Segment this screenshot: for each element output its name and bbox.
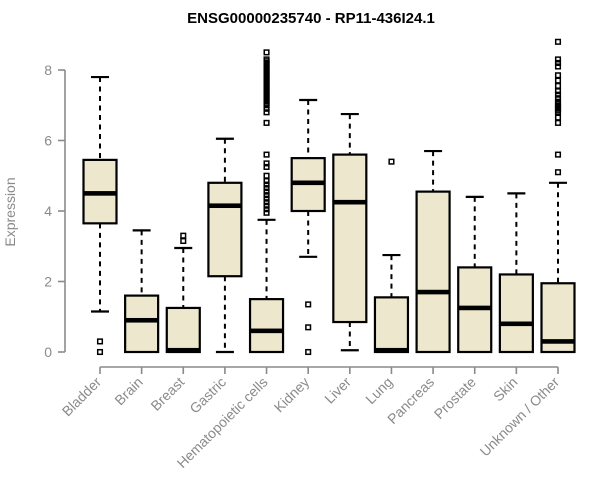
median-line: [250, 328, 284, 334]
outlier-point: [263, 185, 270, 192]
median-line: [458, 305, 492, 311]
y-tick-label: 6: [44, 133, 52, 149]
boxplot-skin: [498, 192, 534, 354]
outlier-point: [263, 151, 270, 158]
outlier-point: [554, 82, 562, 89]
boxplot-kidney: [290, 98, 326, 356]
outlier-point: [305, 324, 312, 331]
outlier-point: [263, 199, 270, 206]
median-line: [83, 191, 117, 196]
outlier-point: [263, 202, 270, 209]
outlier-point: [388, 158, 395, 165]
median-line: [499, 321, 533, 327]
boxplot-bladder: [82, 75, 118, 356]
median-line: [374, 347, 408, 353]
outlier-point: [554, 88, 562, 95]
median-line: [208, 203, 242, 209]
outlier-point: [554, 59, 562, 67]
boxplot-gastric: [207, 137, 243, 354]
iqr-box: [207, 181, 243, 278]
outlier-point: [554, 119, 562, 126]
outlier-point: [305, 348, 312, 356]
outlier-point: [554, 77, 562, 84]
iqr-box: [332, 153, 368, 324]
boxplot-pancreas: [415, 149, 451, 354]
x-axis-category-label: Brain: [111, 374, 145, 408]
median-line: [166, 347, 200, 353]
y-tick-label: 0: [44, 344, 52, 360]
boxplot-brain: [124, 229, 160, 354]
outlier-point: [96, 338, 104, 345]
chart-title: ENSG00000235740 - RP11-436I24.1: [187, 10, 435, 27]
outlier-point: [263, 160, 270, 167]
outlier-point: [263, 49, 270, 56]
median-line: [541, 339, 575, 344]
boxplot-breast: [165, 232, 201, 354]
outlier-point: [180, 237, 187, 245]
outlier-point: [263, 188, 270, 195]
outlier-point: [263, 119, 270, 126]
outlier-point: [263, 102, 270, 109]
outlier-point: [554, 56, 562, 63]
boxplot-unknown-other: [540, 38, 576, 354]
boxplot-lung: [373, 158, 410, 354]
median-line: [333, 199, 367, 205]
median-line: [291, 180, 325, 186]
iqr-box: [498, 273, 534, 354]
outlier-point: [554, 91, 562, 98]
iqr-box: [415, 190, 451, 354]
outlier-point: [263, 192, 270, 199]
x-axis-category-label: Kidney: [271, 374, 313, 416]
x-axis-category-label: Prostate: [431, 374, 479, 422]
x-axis-category-label: Bladder: [59, 374, 105, 420]
boxplot-prostate: [457, 195, 493, 354]
outlier-point: [554, 151, 562, 158]
x-axis-category-label: Unknown / Other: [477, 374, 563, 460]
x-axis-category-label: Liver: [321, 374, 354, 407]
iqr-box: [248, 298, 285, 354]
y-tick-label: 4: [44, 203, 52, 219]
outlier-point: [554, 169, 562, 176]
boxplot-series: [82, 38, 576, 356]
outlier-point: [180, 232, 187, 239]
x-axis-category-label: Skin: [490, 374, 521, 405]
outlier-point: [263, 209, 270, 216]
outlier-point: [554, 38, 562, 45]
y-tick-label: 8: [44, 62, 52, 78]
y-tick-label: 2: [44, 274, 52, 290]
outlier-point: [263, 109, 270, 116]
median-line: [416, 289, 450, 295]
y-axis-title: Expression: [2, 177, 18, 246]
outlier-point: [263, 206, 270, 213]
x-axis-category-label: Breast: [147, 374, 187, 414]
x-axis-category-label: Lung: [362, 374, 395, 407]
boxplot-liver: [332, 112, 368, 352]
iqr-box: [373, 296, 410, 354]
outlier-point: [554, 63, 562, 70]
outlier-point: [263, 105, 270, 112]
iqr-box: [124, 294, 160, 354]
median-line: [125, 317, 159, 323]
boxplot-hematopoietic-cells: [248, 49, 285, 354]
outlier-point: [554, 114, 562, 121]
outlier-point: [263, 195, 270, 202]
outlier-point: [263, 163, 270, 170]
outlier-point: [263, 181, 270, 188]
outlier-point: [554, 72, 562, 79]
outlier-point: [263, 172, 270, 179]
iqr-box: [165, 306, 201, 354]
outlier-point: [263, 177, 270, 185]
outlier-point: [96, 348, 104, 356]
outlier-point: [305, 301, 312, 308]
